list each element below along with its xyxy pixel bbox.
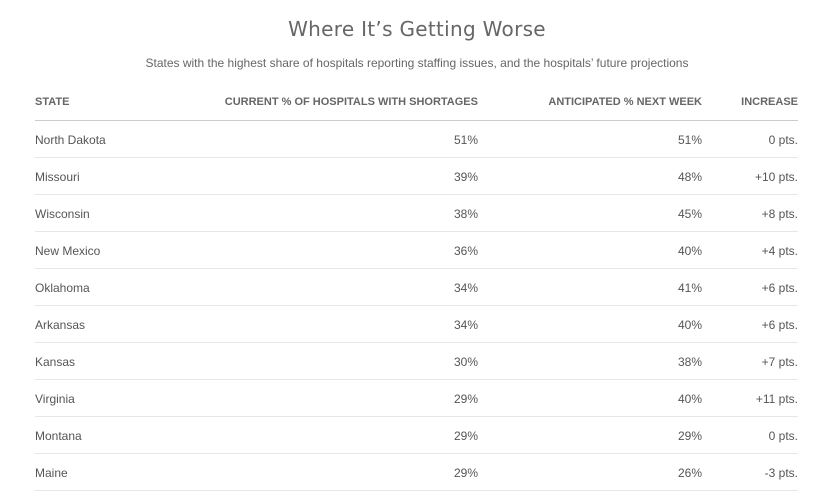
cell-state: North Dakota — [35, 133, 106, 147]
cell-current-pct: 29% — [453, 392, 478, 406]
column-header-current: CURRENT % OF HOSPITALS WITH SHORTAGES — [224, 96, 478, 108]
table-row: Virginia 29% 40% +11 pts. — [35, 380, 798, 417]
cell-state: Montana — [35, 429, 82, 443]
cell-state: Oklahoma — [35, 281, 90, 295]
column-header-state: STATE — [35, 96, 70, 108]
cell-state: New Mexico — [35, 244, 101, 258]
cell-current-pct: 34% — [453, 281, 478, 295]
chart-subtitle: States with the highest share of hospita… — [145, 56, 689, 70]
cell-next-week-pct: 29% — [677, 429, 702, 443]
cell-increase: -3 pts. — [764, 466, 798, 480]
cell-current-pct: 29% — [453, 429, 478, 443]
table-row: Montana 29% 29% 0 pts. — [35, 417, 798, 454]
cell-increase: +6 pts. — [761, 318, 798, 332]
table-row: Arkansas 34% 40% +6 pts. — [35, 306, 798, 343]
cell-next-week-pct: 41% — [677, 281, 702, 295]
cell-next-week-pct: 40% — [677, 244, 702, 258]
cell-current-pct: 30% — [453, 355, 478, 369]
table-row: Missouri 39% 48% +10 pts. — [35, 158, 798, 195]
cell-increase: +7 pts. — [761, 355, 798, 369]
cell-increase: +6 pts. — [761, 281, 798, 295]
cell-current-pct: 39% — [453, 170, 478, 184]
cell-increase: +10 pts. — [754, 170, 798, 184]
cell-next-week-pct: 38% — [677, 355, 702, 369]
cell-current-pct: 36% — [453, 244, 478, 258]
cell-increase: +8 pts. — [761, 207, 798, 221]
cell-state: Wisconsin — [35, 207, 90, 221]
cell-state: Kansas — [35, 355, 76, 369]
cell-next-week-pct: 45% — [677, 207, 702, 221]
table-row: Wisconsin 38% 45% +8 pts. — [35, 195, 798, 232]
table-row: Maine 29% 26% -3 pts. — [35, 454, 798, 491]
cell-next-week-pct: 51% — [677, 133, 702, 147]
table-row: Oklahoma 34% 41% +6 pts. — [35, 269, 798, 306]
cell-increase: 0 pts. — [768, 133, 798, 147]
cell-state: Maine — [35, 466, 68, 480]
cell-increase: +11 pts. — [755, 392, 798, 406]
cell-current-pct: 29% — [453, 466, 478, 480]
cell-state: Virginia — [35, 392, 75, 406]
table-body: North Dakota 51% 51% 0 pts. Missouri 39% 48% +1… — [35, 121, 798, 491]
cell-increase: +4 pts. — [761, 244, 798, 258]
cell-current-pct: 51% — [453, 133, 478, 147]
table-header-row: STATE CURRENT % OF HOSPITALS WITH SHORTA… — [35, 84, 798, 121]
cell-state: Arkansas — [35, 318, 86, 332]
table-row: New Mexico 36% 40% +4 pts. — [35, 232, 798, 269]
table-row: Kansas 30% 38% +7 pts. — [35, 343, 798, 380]
data-table: STATE CURRENT % OF HOSPITALS WITH SHORTA… — [35, 84, 798, 491]
cell-next-week-pct: 48% — [677, 170, 702, 184]
cell-current-pct: 34% — [453, 318, 478, 332]
chart-title: Where It’s Getting Worse — [288, 17, 546, 41]
cell-next-week-pct: 40% — [677, 392, 702, 406]
cell-next-week-pct: 26% — [677, 466, 702, 480]
table-row: North Dakota 51% 51% 0 pts. — [35, 121, 798, 158]
cell-current-pct: 38% — [453, 207, 478, 221]
cell-next-week-pct: 40% — [677, 318, 702, 332]
column-header-next-week: ANTICIPATED % NEXT WEEK — [548, 96, 702, 108]
cell-state: Missouri — [35, 170, 80, 184]
cell-increase: 0 pts. — [768, 429, 798, 443]
column-header-increase: INCREASE — [741, 96, 798, 108]
